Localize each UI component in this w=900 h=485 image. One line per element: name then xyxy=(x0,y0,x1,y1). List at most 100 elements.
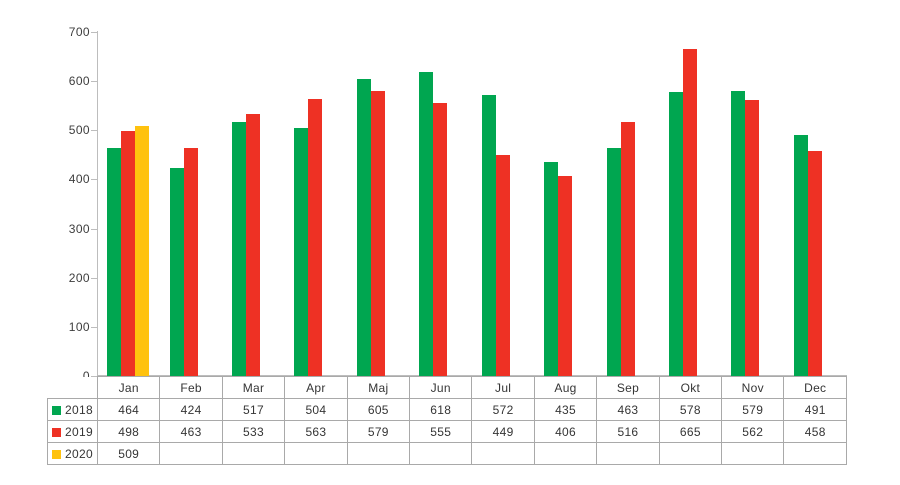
month-header-cell: Jan xyxy=(96,376,161,399)
bar-2018-jul xyxy=(481,94,496,376)
bar-2019-dec xyxy=(807,150,822,376)
value-cell: 509 xyxy=(96,442,161,465)
value-cell: 555 xyxy=(409,420,473,443)
bar-2019-mar xyxy=(246,114,261,376)
value-cell: 579 xyxy=(721,398,785,421)
bar-2019-sep xyxy=(620,122,635,376)
value-cell xyxy=(409,442,473,465)
value-cell: 463 xyxy=(159,420,223,443)
bar-2018-dec xyxy=(793,134,808,376)
value-cell xyxy=(721,442,785,465)
month-header-cell: Mar xyxy=(221,376,286,399)
y-axis-tick-label: 600 xyxy=(68,74,90,89)
y-axis-tick-label: 200 xyxy=(68,270,90,285)
y-axis-tick-mark xyxy=(91,32,97,33)
bar-2018-aug xyxy=(544,162,559,376)
value-cell: 563 xyxy=(284,420,348,443)
value-cell xyxy=(596,442,660,465)
plot-area xyxy=(97,32,846,376)
bar-2018-mar xyxy=(232,121,247,376)
value-cell xyxy=(346,442,411,465)
bar-2019-apr xyxy=(308,99,323,376)
bar-2018-sep xyxy=(606,148,621,376)
bar-2019-maj xyxy=(370,91,385,376)
y-axis-tick-mark xyxy=(91,326,97,328)
value-cell: 504 xyxy=(284,398,348,421)
series-label-cell: 2020 xyxy=(47,442,98,465)
bar-2019-jul xyxy=(495,155,510,376)
series-name: 2019 xyxy=(65,424,93,439)
value-cell: 605 xyxy=(346,398,411,421)
value-cell xyxy=(658,442,723,465)
value-cell: 463 xyxy=(596,398,660,421)
value-cell: 424 xyxy=(159,398,223,421)
month-header-cell: Aug xyxy=(533,376,598,399)
y-axis-tick-label: 500 xyxy=(68,123,90,138)
y-axis-tick-mark xyxy=(91,130,97,132)
bar-2018-jun xyxy=(419,72,434,376)
legend-swatch-2019 xyxy=(52,427,62,437)
month-header-cell: Dec xyxy=(783,376,847,399)
value-cell: 406 xyxy=(533,420,598,443)
y-axis-tick-mark xyxy=(91,179,97,181)
month-header-cell: Sep xyxy=(596,376,660,399)
value-cell: 562 xyxy=(721,420,785,443)
value-cell xyxy=(159,442,223,465)
table-header-row: Jan Feb Mar Apr Maj Jun Jul Aug Sep Okt Nov Dec xyxy=(47,376,847,399)
value-cell: 449 xyxy=(471,420,535,443)
value-cell xyxy=(471,442,535,465)
month-header-cell: Jul xyxy=(471,376,535,399)
y-axis-tick-label: 400 xyxy=(68,172,90,187)
value-cell xyxy=(284,442,348,465)
value-cell: 665 xyxy=(658,420,723,443)
bar-2019-aug xyxy=(558,176,573,376)
bar-2019-nov xyxy=(745,99,760,376)
value-cell: 458 xyxy=(783,420,847,443)
month-header-cell: Okt xyxy=(658,376,723,399)
bar-2018-maj xyxy=(356,78,371,376)
value-cell: 435 xyxy=(533,398,598,421)
value-cell: 578 xyxy=(658,398,723,421)
value-cell xyxy=(783,442,847,465)
data-table: Jan Feb Mar Apr Maj Jun Jul Aug Sep Okt Nov Dec 2018… xyxy=(47,376,847,465)
table-row-2019: 2019 498 463 533 563 579 555 449 406 516 665 562 458 xyxy=(47,420,847,443)
value-cell: 618 xyxy=(409,398,473,421)
table-row-2018: 2018 464 424 517 504 605 618 572 435 463 578 579 491 xyxy=(47,398,847,421)
value-cell: 498 xyxy=(96,420,161,443)
value-cell xyxy=(221,442,286,465)
y-axis-tick-label: 300 xyxy=(68,221,90,236)
legend-swatch-2020 xyxy=(52,449,62,459)
y-axis-tick-mark xyxy=(91,228,97,230)
month-header-cell: Jun xyxy=(409,376,473,399)
series-label-cell: 2018 xyxy=(47,398,98,421)
bar-2018-jan xyxy=(107,147,122,376)
bar-2020-jan xyxy=(135,125,150,376)
bar-2019-jun xyxy=(433,103,448,376)
series-name: 2020 xyxy=(65,446,93,461)
y-axis-tick-label: 100 xyxy=(68,319,90,334)
value-cell: 579 xyxy=(346,420,411,443)
y-axis-tick-mark xyxy=(91,277,97,279)
value-cell xyxy=(533,442,598,465)
month-header-cell: Feb xyxy=(159,376,223,399)
y-axis-tick-label: 0 xyxy=(38,370,90,382)
series-name: 2018 xyxy=(65,402,93,417)
bar-2018-nov xyxy=(731,91,746,376)
table-row-2020: 2020 509 xyxy=(47,442,847,465)
series-label-cell: 2019 xyxy=(47,420,98,443)
value-cell: 491 xyxy=(783,398,847,421)
y-axis-line xyxy=(97,31,98,376)
bar-2018-feb xyxy=(169,167,184,376)
value-cell: 464 xyxy=(96,398,161,421)
month-header-cell: Apr xyxy=(284,376,348,399)
bar-2019-okt xyxy=(682,49,697,376)
legend-swatch-2018 xyxy=(52,405,62,415)
y-axis-tick-label: 700 xyxy=(68,25,90,39)
bar-2019-jan xyxy=(121,131,136,376)
value-cell: 572 xyxy=(471,398,535,421)
bar-2018-okt xyxy=(668,91,683,376)
bar-2019-feb xyxy=(183,148,198,376)
table-corner-cell xyxy=(47,376,98,399)
x-axis-line xyxy=(97,375,847,376)
